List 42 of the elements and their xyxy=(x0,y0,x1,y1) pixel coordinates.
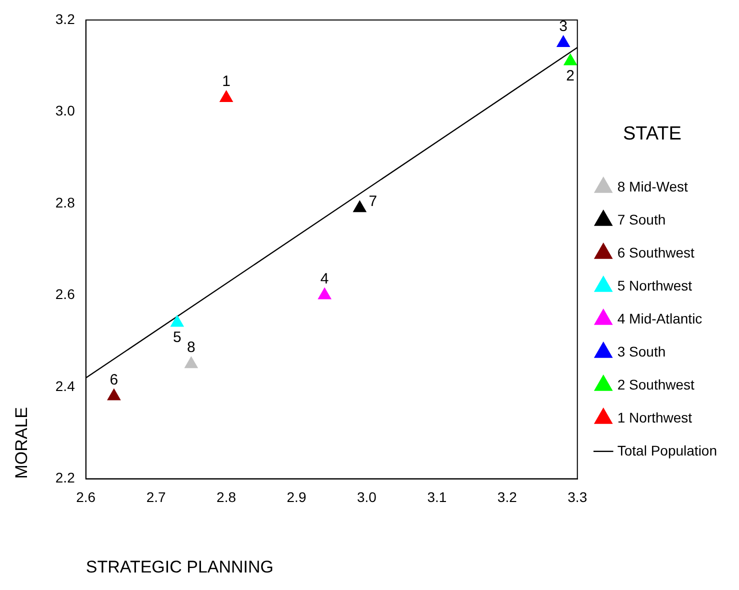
legend-title: STATE xyxy=(622,123,682,144)
annotation: 1 xyxy=(222,73,230,90)
annotation: 6 xyxy=(110,371,118,388)
x-tick-label: 3.2 xyxy=(497,489,518,506)
point xyxy=(353,200,366,212)
x-tick-label: 2.7 xyxy=(146,489,166,506)
legend-label: 7 South xyxy=(617,211,666,228)
x-tick-label: 2.8 xyxy=(216,489,236,506)
point xyxy=(170,315,184,327)
legend-label: Total Population xyxy=(617,442,718,458)
point xyxy=(318,288,332,300)
x-axis-title: STRATEGIC PLANNING xyxy=(86,557,274,576)
y-tick-label: 2.6 xyxy=(55,286,76,302)
legend-label: 8 Mid-West xyxy=(617,178,688,194)
y-tick-label: 2.8 xyxy=(55,194,76,210)
x-tick-label: 3.0 xyxy=(356,489,377,506)
point xyxy=(107,388,121,400)
y-tick-label: 2.2 xyxy=(55,470,76,486)
x-tick-label: 2.6 xyxy=(76,489,96,506)
legend-label: 2 Southwest xyxy=(617,376,695,392)
y-tick-label: 3.2 xyxy=(55,10,76,27)
point xyxy=(184,356,198,368)
x-tick-label: 3.3 xyxy=(568,489,588,506)
annotation: 5 xyxy=(172,328,182,346)
x-tick-label: 3.1 xyxy=(427,489,447,506)
y-tick-label: 3.0 xyxy=(55,102,76,119)
legend-label: 3 South xyxy=(617,343,666,360)
legend-label: 1 Northwest xyxy=(617,409,692,426)
y-axis-title: MORALE xyxy=(12,407,31,479)
legend-label: 5 Northwest xyxy=(617,277,692,294)
annotation: 3 xyxy=(559,18,568,36)
point xyxy=(220,90,233,102)
legend-label: 4 Mid-Atlantic xyxy=(617,310,702,326)
annotation: 4 xyxy=(320,270,329,288)
annotation: 2 xyxy=(566,67,575,84)
legend-label: 6 Southwest xyxy=(617,244,695,260)
y-tick-label: 2.4 xyxy=(55,378,76,394)
x-tick-label: 2.9 xyxy=(286,489,306,506)
point xyxy=(556,35,570,47)
point xyxy=(564,54,577,66)
annotation: 7 xyxy=(368,193,378,210)
annotation: 8 xyxy=(187,339,196,356)
